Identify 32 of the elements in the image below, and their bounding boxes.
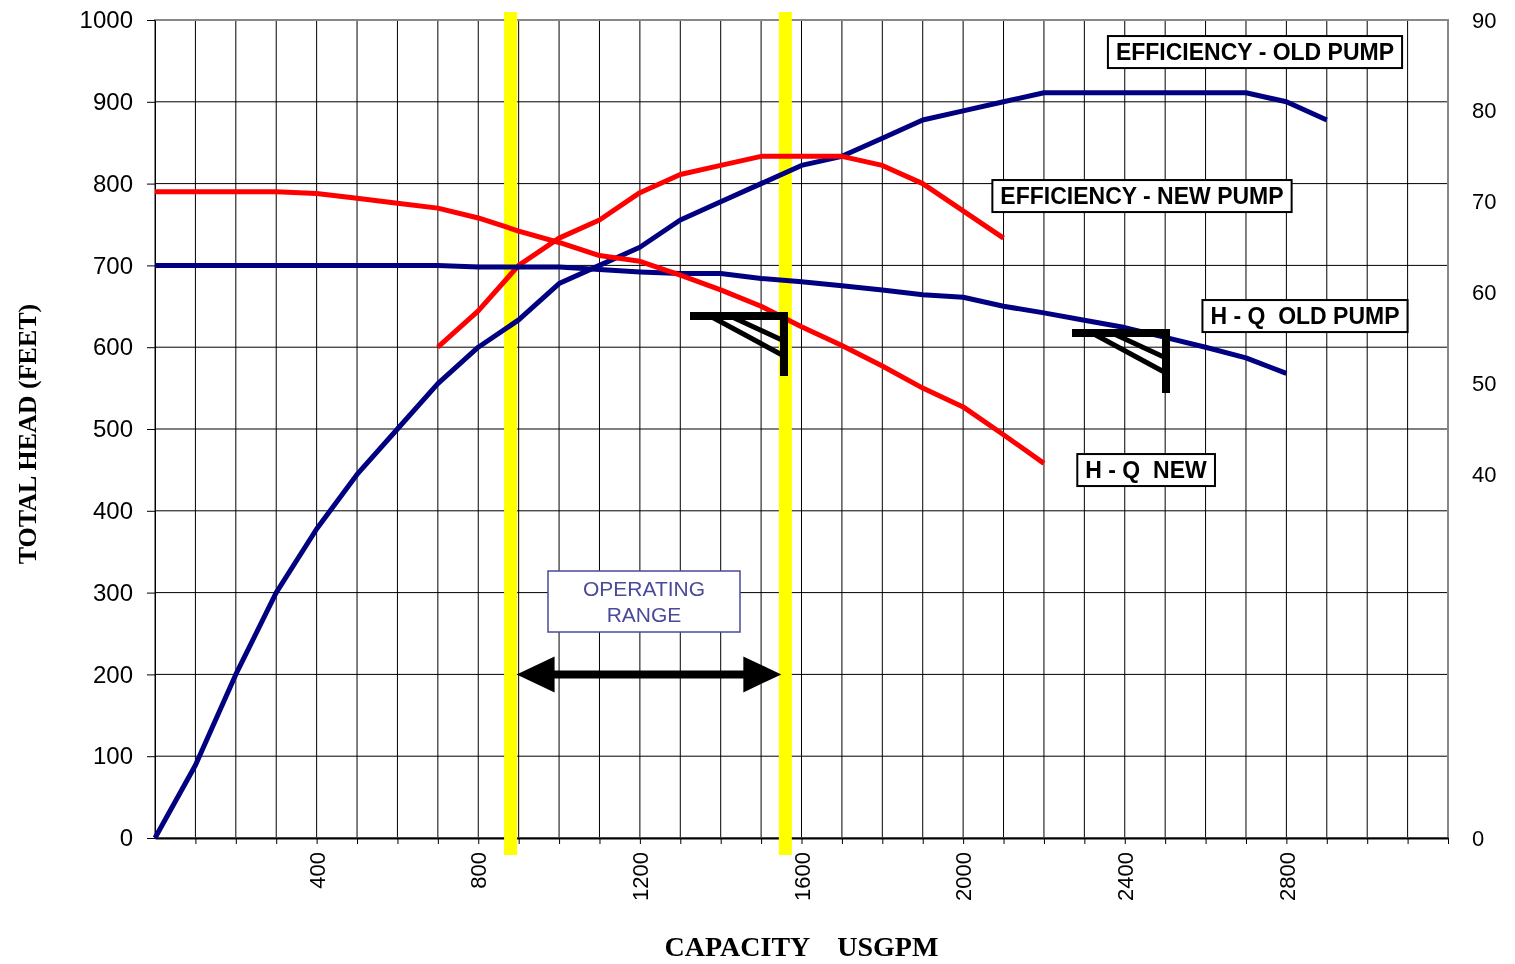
y-tick-label: 300 xyxy=(92,578,133,606)
y-tick-label: 700 xyxy=(92,251,133,279)
y2-tick-label: 80 xyxy=(1472,98,1497,124)
x-axis-title: CAPACITY USGPM xyxy=(664,931,939,962)
annotation: OPERATING RANGE xyxy=(582,577,706,626)
y-tick-label: 200 xyxy=(92,660,133,688)
series-label: H - Q OLD PUMP xyxy=(1210,303,1400,330)
x-tick-label: 2400 xyxy=(1112,852,1138,901)
y2-tick-label: 90 xyxy=(1472,7,1497,33)
x-tick-label: 1600 xyxy=(789,852,815,901)
series-label: H - Q NEW xyxy=(1085,457,1207,484)
series-label: EFFICIENCY - OLD PUMP xyxy=(1115,39,1395,66)
y2-tick-label: 50 xyxy=(1472,371,1497,397)
series-label: EFFICIENCY - NEW PUMP xyxy=(1000,183,1284,210)
y-tick-label: 500 xyxy=(92,415,133,443)
y-tick-label: 600 xyxy=(92,333,133,361)
y2-tick-label: 60 xyxy=(1472,280,1497,306)
y-axis-title: TOTAL HEAD (FEET) xyxy=(13,303,42,565)
y-tick-label: 0 xyxy=(119,824,133,852)
x-tick-label: 400 xyxy=(304,852,330,889)
y-tick-label: 800 xyxy=(92,169,133,197)
y-tick-label: 900 xyxy=(92,87,133,115)
x-tick-label: 800 xyxy=(466,852,492,889)
x-tick-label: 2800 xyxy=(1274,852,1300,901)
y-tick-label: 400 xyxy=(92,496,133,524)
y2-tick-label: 0 xyxy=(1472,825,1485,851)
x-tick-label: 2000 xyxy=(951,852,977,901)
y-tick-label: 100 xyxy=(92,742,133,770)
y2-tick-label: 70 xyxy=(1472,189,1497,215)
y2-tick-label: 40 xyxy=(1472,461,1497,487)
x-tick-label: 1200 xyxy=(628,852,654,901)
y-tick-label: 1000 xyxy=(79,6,133,34)
